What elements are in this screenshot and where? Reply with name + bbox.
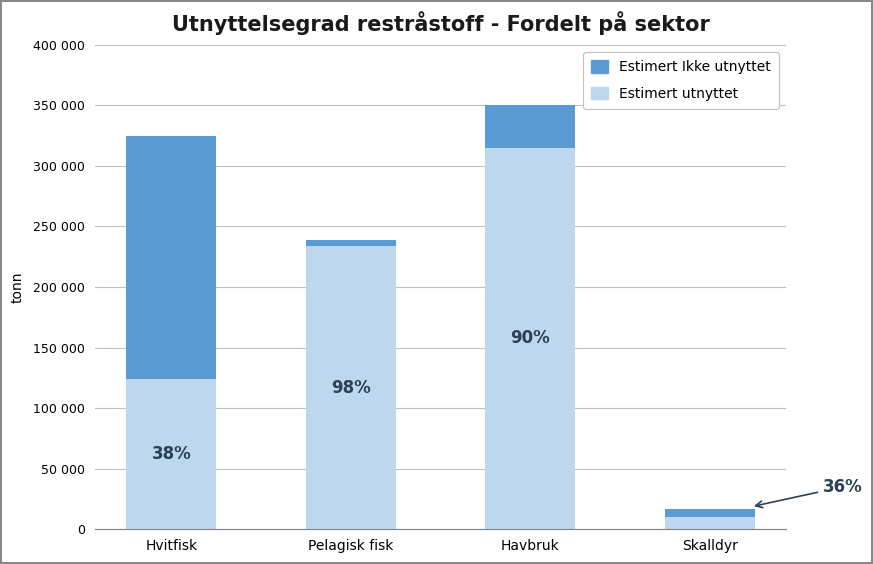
Bar: [665, 509, 754, 517]
Bar: [306, 240, 395, 246]
Text: 90%: 90%: [511, 329, 550, 347]
Bar: [127, 136, 217, 379]
Text: 38%: 38%: [151, 445, 191, 463]
Bar: [665, 517, 754, 529]
Bar: [306, 246, 395, 529]
Bar: [485, 148, 575, 529]
Text: 98%: 98%: [331, 378, 371, 396]
Text: 36%: 36%: [756, 478, 863, 508]
Y-axis label: tonn: tonn: [11, 271, 25, 303]
Title: Utnyttelsegrad restråstoff - Fordelt på sektor: Utnyttelsegrad restråstoff - Fordelt på …: [172, 11, 710, 35]
Bar: [127, 379, 217, 529]
Legend: Estimert Ikke utnyttet, Estimert utnyttet: Estimert Ikke utnyttet, Estimert utnytte…: [583, 52, 780, 109]
Bar: [485, 105, 575, 148]
